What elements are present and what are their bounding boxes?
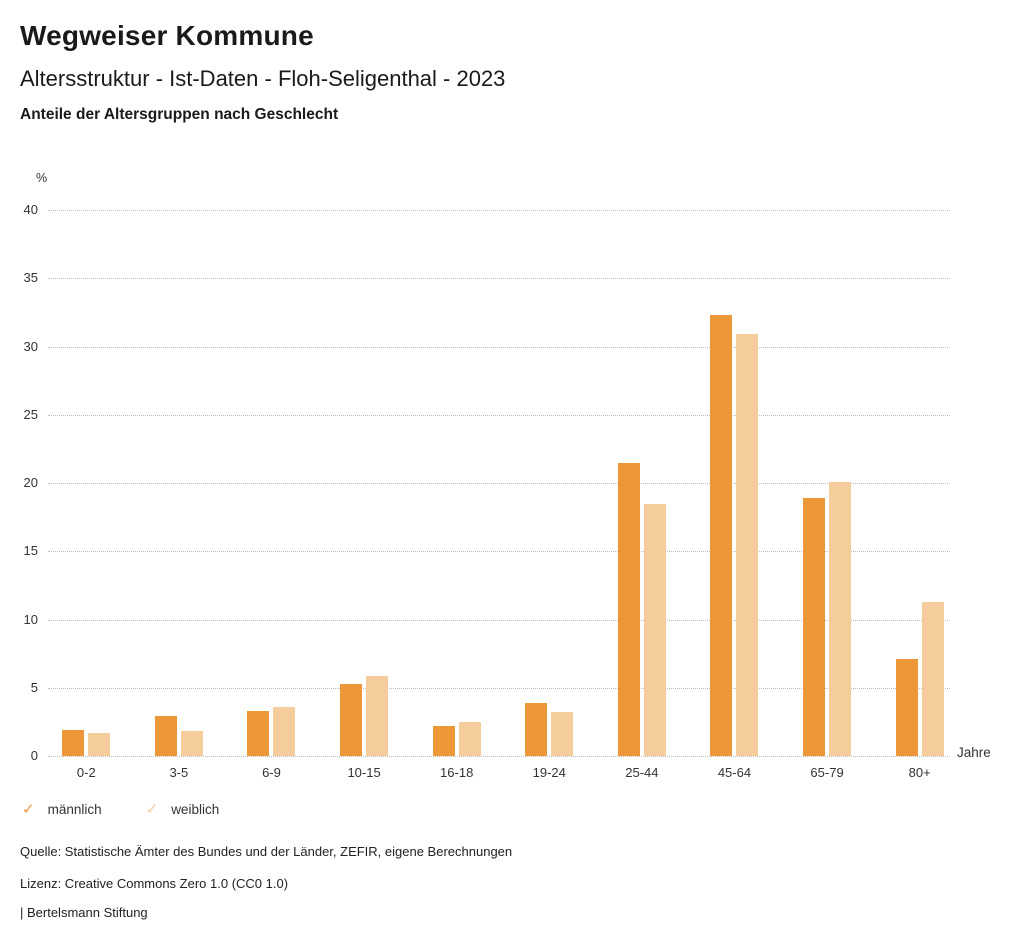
legend-item-weiblich[interactable]: ✓ weiblich [146,802,220,817]
bar-weiblich-10-15[interactable] [366,675,389,756]
bar-group: 16-18 [432,210,481,780]
bar-männlich-19-24[interactable] [525,702,548,756]
gridline [48,346,950,348]
check-icon: ✓ [145,801,159,818]
bar-männlich-3-5[interactable] [154,716,177,756]
bar-männlich-65-79[interactable] [803,498,826,756]
bar-männlich-10-15[interactable] [340,683,363,756]
y-tick-label: 30 [23,338,38,354]
bar-männlich-45-64[interactable] [710,315,733,756]
bar-weiblich-80+[interactable] [921,601,944,756]
bar-group: 3-5 [154,210,203,780]
bar-weiblich-45-64[interactable] [736,334,759,756]
y-tick-label: 20 [23,475,38,490]
bar-männlich-25-44[interactable] [617,462,640,756]
bar-group: 19-24 [525,210,574,780]
gridline [48,756,950,757]
x-tick-label: 0-2 [76,765,96,780]
y-tick-label: 25 [23,406,38,422]
bar-weiblich-3-5[interactable] [180,731,203,756]
chart-subtitle: Anteile der Altersgruppen nach Geschlech… [20,106,339,123]
attribution-text: | Bertelsmann Stiftung [20,905,148,920]
license-text: Lizenz: Creative Commons Zero 1.0 (CC0 1… [20,876,289,891]
gridline [48,551,950,553]
bar-männlich-6-9[interactable] [247,711,270,756]
bar-group: 0-2 [62,210,111,780]
x-tick-label: 19-24 [532,765,566,780]
bar-group: 45-64 [710,210,759,780]
gridline [48,278,950,280]
bar-groups: 0-2 3-5 6-9 10-15 16-18 19-24 25-44 45-64 65-79 8… [40,210,966,780]
chart-legend: ✓ männlich ✓ weiblich [22,802,219,817]
bar-weiblich-65-79[interactable] [829,481,852,756]
y-tick-label: 35 [23,270,38,286]
bar-männlich-80+[interactable] [895,659,918,756]
x-tick-label: 45-64 [717,765,752,780]
gridline [48,687,950,689]
y-tick-label: 0 [30,748,38,763]
x-tick-label: 16-18 [440,765,474,780]
bar-weiblich-16-18[interactable] [458,721,481,756]
plot-area [48,210,950,757]
bar-group: 10-15 [340,210,389,780]
gridline [48,210,950,211]
legend-label: weiblich [171,802,220,817]
x-tick-label: 3-5 [169,765,189,780]
legend-label: männlich [47,802,102,817]
x-tick-label: 10-15 [347,765,381,780]
x-tick-label: 65-79 [810,765,844,780]
chart-title: Altersstruktur - Ist-Daten - Floh-Selige… [20,66,506,91]
x-tick-label: 25-44 [625,765,659,780]
y-tick-label: 5 [30,679,38,695]
x-axis-unit-label: Jahre [957,745,991,760]
bar-weiblich-19-24[interactable] [551,712,574,756]
y-axis-ticks: 0 5 10 15 20 25 30 35 40 [0,202,38,763]
bar-weiblich-0-2[interactable] [88,732,111,756]
x-tick-label: 6-9 [262,765,281,780]
legend-item-maennlich[interactable]: ✓ männlich [22,802,102,817]
bar-männlich-0-2[interactable] [62,730,85,756]
bar-group: 80+ [895,210,944,780]
bar-männlich-16-18[interactable] [432,726,455,756]
page-title: Wegweiser Kommune [20,20,314,51]
gridline [48,619,950,621]
bar-group: 25-44 [617,210,666,780]
y-axis-unit-label: % [36,171,48,185]
bar-weiblich-25-44[interactable] [643,503,666,756]
x-tick-label: 80+ [908,765,931,780]
bar-group: 65-79 [803,210,852,780]
y-tick-label: 10 [23,611,38,627]
source-text: Quelle: Statistische Ämter des Bundes un… [20,844,513,859]
gridline [48,414,950,416]
y-tick-label: 15 [23,543,38,559]
check-icon: ✓ [22,801,35,818]
bar-group: 6-9 [247,210,296,780]
bar-weiblich-6-9[interactable] [273,706,296,756]
gridline [48,483,950,484]
y-tick-label: 40 [23,202,38,217]
